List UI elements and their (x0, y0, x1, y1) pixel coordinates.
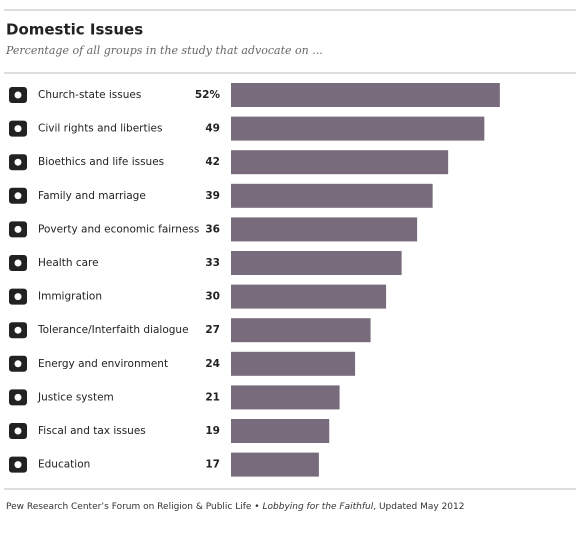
value-label: 39 (205, 190, 220, 202)
category-label: Tolerance/Interfaith dialogue (37, 324, 189, 336)
category-label: Education (38, 459, 90, 471)
source: Pew Research Center’s Forum on Religion … (6, 502, 464, 512)
category-label: Energy and environment (38, 358, 168, 370)
icon (14, 192, 22, 200)
value-label: 36 (205, 223, 220, 235)
icon (14, 259, 22, 267)
category-label: Justice system (37, 391, 114, 403)
value-label: 27 (205, 324, 220, 336)
icon (14, 293, 22, 301)
icon (14, 158, 22, 166)
bar (231, 116, 485, 141)
category-label: Immigration (38, 291, 102, 303)
category-label: Poverty and economic fairness (38, 223, 199, 235)
chart-subtitle: Percentage of all groups in the study th… (5, 44, 323, 57)
chart-title: Domestic Issues (6, 21, 143, 39)
icon (14, 91, 22, 99)
bar (231, 183, 433, 208)
category-label: Health care (38, 257, 99, 269)
source-text: Pew Research Center’s Forum on Religion … (6, 502, 260, 512)
category-label: Family and marriage (38, 190, 146, 202)
value-label: 24 (205, 358, 220, 370)
bar (231, 318, 371, 343)
bar (231, 284, 387, 309)
icon (14, 461, 22, 469)
category-label: Civil rights and liberties (38, 123, 162, 135)
icon (14, 393, 22, 401)
source-text: , Updated May 2012 (373, 502, 464, 512)
icon (14, 326, 22, 334)
value-label: 17 (205, 459, 220, 471)
icon (14, 427, 22, 435)
source-text: Lobbying for the Faithful (263, 502, 374, 512)
icon (14, 125, 22, 133)
value-label: 52% (195, 89, 221, 101)
bar (231, 150, 449, 175)
value-label: 42 (205, 156, 220, 168)
bar (231, 385, 340, 410)
bar (231, 351, 356, 376)
category-label: Church-state issues (38, 89, 141, 101)
value-label: 21 (205, 391, 220, 403)
bar (231, 452, 319, 477)
icon (14, 360, 22, 368)
icon (14, 225, 22, 233)
category-label: Bioethics and life issues (38, 156, 164, 168)
value-label: 33 (205, 257, 220, 269)
bar (231, 83, 500, 107)
value-label: 19 (205, 425, 220, 437)
bar (231, 419, 330, 443)
category-label: Fiscal and tax issues (38, 425, 146, 437)
bar (231, 217, 418, 242)
value-label: 49 (205, 123, 220, 135)
value-label: 30 (205, 291, 220, 303)
bar (231, 251, 402, 275)
